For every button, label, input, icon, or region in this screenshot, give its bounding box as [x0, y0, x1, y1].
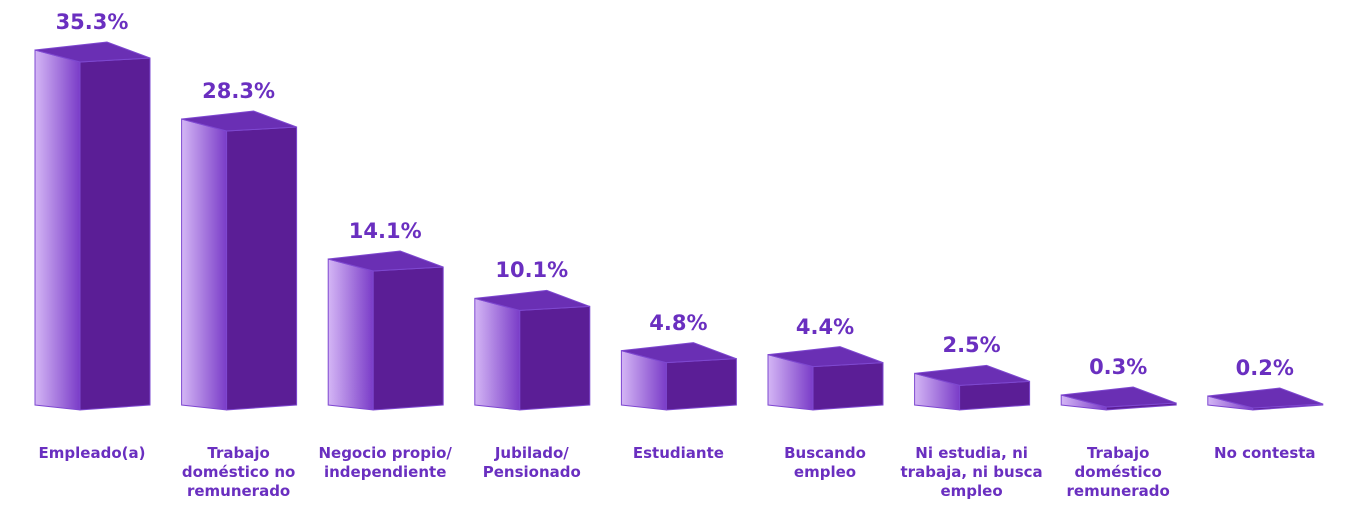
value-label: 2.5% [942, 333, 1001, 358]
x-tick-label: Trabajo doméstico remunerado [1066, 444, 1170, 500]
bar-right-face [519, 305, 591, 411]
bar [34, 41, 151, 411]
x-tick-label: Ni estudia, ni trabaja, ni busca empleo [900, 444, 1043, 500]
bar-right-face [226, 126, 298, 411]
bar-top-face [914, 364, 1030, 386]
bar-top-face [181, 110, 297, 132]
x-tick-label: Estudiante [632, 444, 724, 462]
bar-left-face [474, 297, 521, 411]
x-tick-label: Negocio propio/ independiente [318, 444, 452, 481]
bar [914, 364, 1031, 411]
bar-right-face [665, 358, 737, 411]
bar-top-face [34, 41, 151, 63]
bar [767, 346, 884, 411]
bar [1207, 387, 1324, 411]
bar [181, 110, 298, 411]
bar [474, 289, 591, 411]
x-tick-label: Jubilado/ Pensionado [482, 444, 581, 481]
value-label: 0.2% [1235, 356, 1294, 381]
bar [620, 342, 737, 411]
bar-left-face [181, 118, 228, 411]
bar-top-face [328, 250, 444, 272]
x-tick-label: Empleado(a) [38, 444, 146, 462]
bar-top-face [474, 289, 590, 311]
bar-left-face [327, 258, 374, 411]
x-tick-label: No contesta [1214, 444, 1316, 462]
bar-top-face [621, 342, 737, 364]
bar-right-face [959, 380, 1031, 411]
x-tick-label: Trabajo doméstico no remunerado [181, 444, 296, 500]
bar [327, 250, 444, 411]
value-label: 28.3% [202, 79, 276, 103]
x-tick-label: Buscando empleo [784, 444, 866, 481]
value-label: 35.3% [55, 10, 129, 34]
value-label: 10.1% [495, 258, 569, 283]
bar-top-face [1061, 386, 1177, 408]
bar-top-face [1207, 387, 1323, 409]
bar-left-face [34, 49, 81, 411]
bar-right-face [372, 266, 444, 411]
value-label: 4.4% [795, 314, 855, 339]
value-label: 4.8% [649, 310, 708, 335]
bar-right-face [812, 362, 884, 411]
bar-top-face [767, 346, 884, 368]
bar-right-face [79, 57, 151, 411]
bar [1060, 386, 1177, 411]
value-label: 0.3% [1089, 355, 1148, 380]
value-label: 14.1% [348, 218, 422, 243]
